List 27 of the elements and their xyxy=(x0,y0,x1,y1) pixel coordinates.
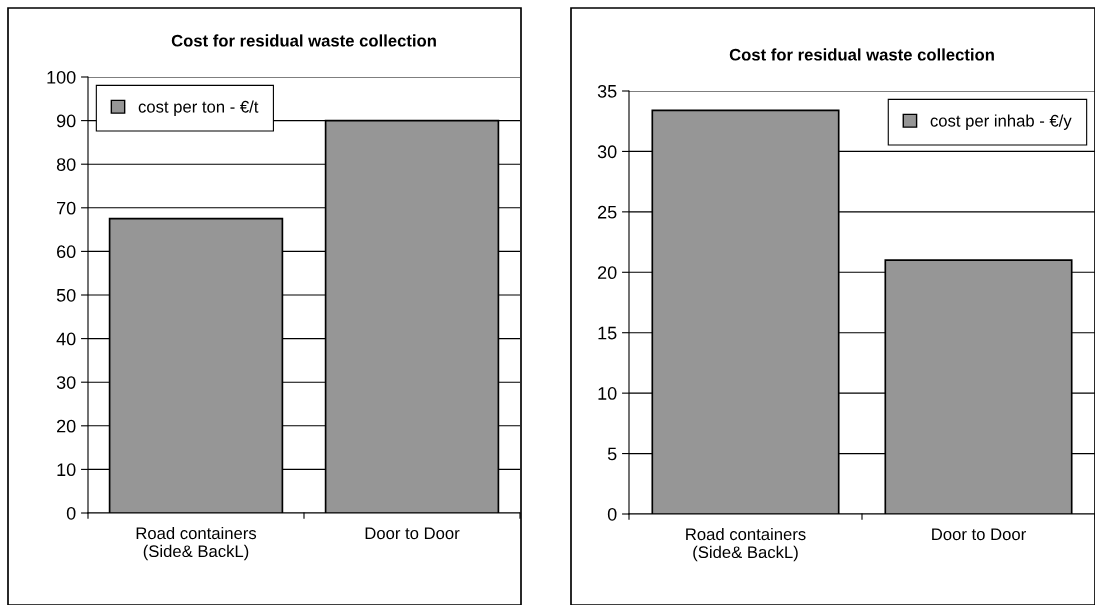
x-tick-label: Road containers (Side& BackL) xyxy=(686,527,806,562)
y-tick-label: 0 xyxy=(66,506,76,520)
y-tick-label: 20 xyxy=(57,419,76,433)
y-tick-label: 0 xyxy=(607,507,617,521)
y-tick-label: 10 xyxy=(598,387,617,400)
x-tick-label: Door to Door xyxy=(932,528,1026,541)
y-tick-label: 50 xyxy=(56,288,76,302)
chart-title: Cost for residual waste collection xyxy=(171,34,436,47)
y-tick-label: 80 xyxy=(56,158,76,171)
y-tick-label: 10 xyxy=(57,463,76,477)
y-tick-label: 30 xyxy=(56,376,76,389)
y-tick-label: 30 xyxy=(597,145,617,159)
legend-label: cost per inhab - €/y xyxy=(930,114,1072,130)
legend-label: cost per ton - €/t xyxy=(138,100,259,116)
y-tick-label: 100 xyxy=(47,70,76,84)
x-tick-label: Door to Door xyxy=(365,527,460,540)
y-tick-label: 15 xyxy=(598,326,617,340)
chart-title: Cost for residual waste collection xyxy=(729,48,994,61)
y-tick-label: 20 xyxy=(598,266,617,280)
y-tick-label: 25 xyxy=(598,205,617,219)
y-tick-label: 60 xyxy=(57,245,76,259)
y-tick-label: 40 xyxy=(56,332,76,346)
y-tick-label: 5 xyxy=(607,447,617,461)
y-tick-label: 90 xyxy=(56,114,76,128)
y-tick-label: 70 xyxy=(57,201,76,215)
y-tick-label: 35 xyxy=(597,84,617,98)
x-tick-label: Road containers (Side& BackL) xyxy=(136,526,257,561)
